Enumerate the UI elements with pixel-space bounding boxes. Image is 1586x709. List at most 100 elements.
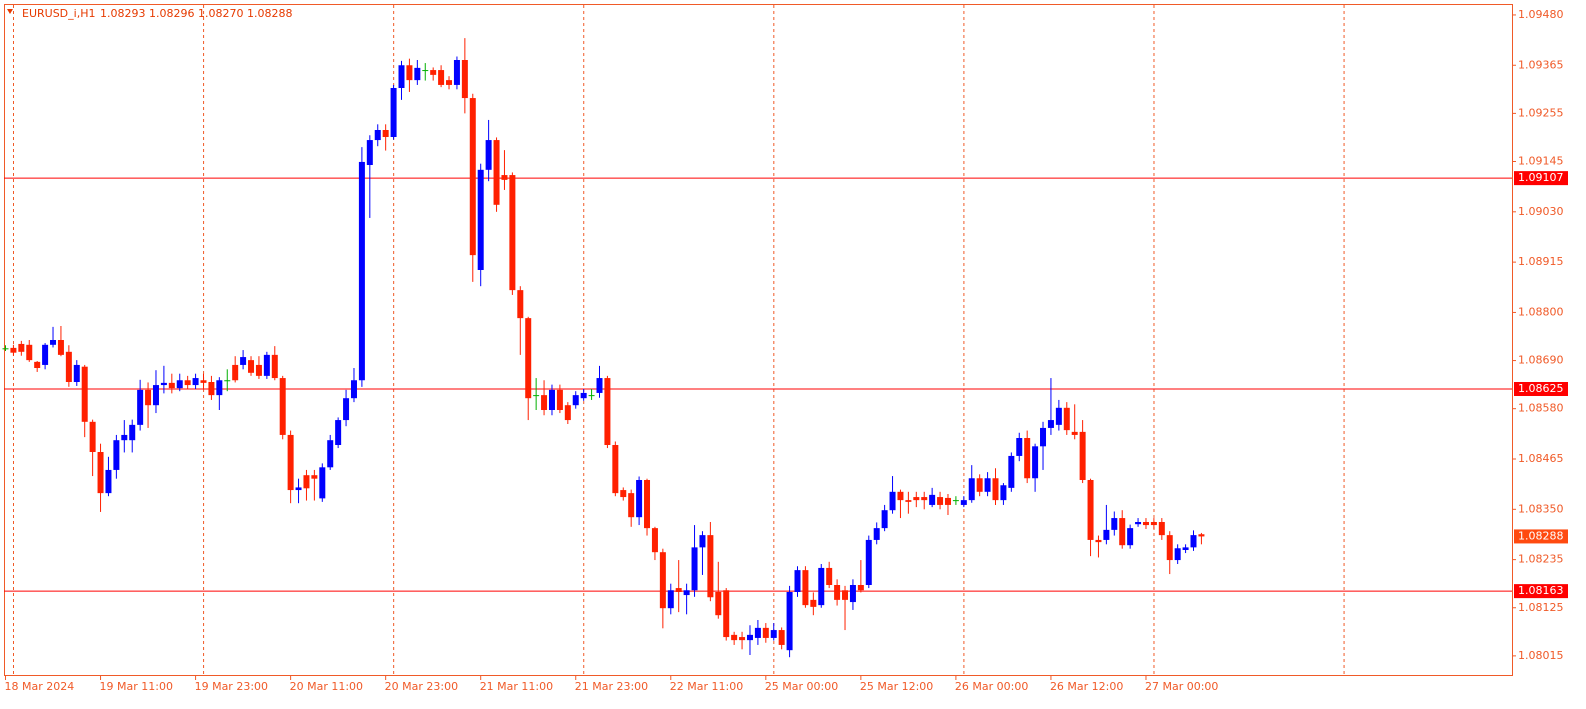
candle-body	[42, 344, 49, 365]
y-tick-label: 1.08580	[1518, 402, 1564, 415]
level-label: 1.09107	[1518, 171, 1564, 184]
candle-body	[18, 343, 25, 352]
x-tick-label: 20 Mar 11:00	[290, 680, 363, 693]
candle-body	[778, 630, 785, 645]
candle-body	[485, 140, 492, 170]
candle-body	[1198, 534, 1205, 537]
candle-body	[73, 364, 80, 382]
candle-body	[1047, 420, 1054, 428]
candle-body	[937, 497, 944, 505]
candle-body	[422, 70, 429, 72]
candle-body	[406, 65, 413, 81]
candle-body	[628, 493, 635, 518]
x-tick-label: 26 Mar 00:00	[955, 680, 1028, 693]
x-tick-label: 19 Mar 11:00	[100, 680, 173, 693]
candle-body	[81, 366, 88, 422]
y-tick-label: 1.09145	[1518, 155, 1564, 168]
candle-body	[548, 389, 555, 410]
level-label-box	[1514, 382, 1568, 396]
chart-frame	[4, 4, 1513, 676]
candle-body	[659, 552, 666, 609]
x-tick-label: 27 Mar 00:00	[1145, 680, 1218, 693]
candle-body	[168, 382, 175, 389]
candle-body	[287, 434, 294, 491]
candle-body	[944, 497, 951, 505]
candle-body	[644, 480, 651, 529]
candle-body	[667, 590, 674, 609]
candle-body	[1111, 518, 1118, 530]
candle-body	[208, 382, 215, 396]
candle-body	[414, 67, 421, 81]
candle-body	[335, 420, 342, 445]
x-tick-label: 20 Mar 23:00	[385, 680, 458, 693]
candle-body	[1032, 446, 1039, 479]
candle-body	[129, 424, 136, 441]
candle-body	[105, 469, 112, 494]
candle-body	[1174, 548, 1181, 561]
candle-body	[541, 395, 548, 410]
candle-body	[240, 357, 247, 365]
x-tick-label: 19 Mar 23:00	[195, 680, 268, 693]
candle-body	[232, 364, 239, 381]
candle-body	[580, 392, 587, 399]
vertical-grid	[13, 5, 1345, 675]
candle-body	[596, 378, 603, 393]
candle-body	[572, 395, 579, 406]
menu-arrow[interactable]	[7, 9, 13, 14]
candle-body	[327, 440, 334, 468]
candle-body	[1166, 535, 1173, 561]
x-tick-label: 21 Mar 11:00	[480, 680, 553, 693]
candle-body	[881, 510, 888, 529]
y-tick-label: 1.09480	[1518, 8, 1564, 21]
candle-body	[564, 405, 571, 421]
candle-body	[1087, 480, 1094, 540]
candle-body	[1055, 407, 1062, 425]
y-tick-label: 1.08800	[1518, 305, 1564, 318]
candle-body	[905, 500, 912, 502]
candle-body	[723, 590, 730, 638]
candle-body	[873, 528, 880, 540]
last-price-box	[1514, 529, 1568, 544]
candle-body	[517, 290, 524, 319]
y-tick-label: 1.08235	[1518, 553, 1564, 566]
candle-body	[358, 161, 365, 381]
candle-body	[754, 627, 761, 638]
symbol-title: EURUSD_i,H1	[22, 7, 95, 20]
candle-body	[533, 395, 540, 397]
candle-body	[1040, 427, 1047, 447]
candle-body	[121, 434, 128, 441]
candle-body	[1071, 431, 1078, 435]
candle-body	[152, 385, 159, 406]
candle-body	[802, 570, 809, 606]
candle-body	[453, 60, 460, 85]
candle-body	[929, 494, 936, 505]
candle-body	[1079, 431, 1086, 480]
candle-body	[849, 585, 856, 603]
candle-body	[952, 500, 959, 502]
candle-body	[826, 567, 833, 585]
candle-body	[350, 380, 357, 399]
candle-body	[34, 361, 41, 368]
candle-body	[984, 478, 991, 492]
candle-body	[921, 497, 928, 501]
candle-body	[271, 354, 278, 379]
candle-body	[160, 382, 167, 386]
candle-body	[746, 634, 753, 641]
y-tick-label: 1.09030	[1518, 205, 1564, 218]
candle-body	[1182, 547, 1189, 550]
candle-body	[493, 140, 500, 205]
candle-body	[762, 627, 769, 638]
y-tick-label: 1.08350	[1518, 502, 1564, 515]
candle-body	[794, 570, 801, 592]
candle-body	[57, 340, 64, 355]
candle-body	[184, 380, 191, 386]
candle-body	[263, 354, 270, 376]
candle-body	[461, 60, 468, 99]
candle-body	[50, 340, 57, 345]
candle-body	[374, 130, 381, 141]
x-tick-label: 22 Mar 11:00	[670, 680, 743, 693]
candle-body	[992, 478, 999, 501]
candle-body	[200, 380, 207, 383]
candle-body	[430, 70, 437, 75]
